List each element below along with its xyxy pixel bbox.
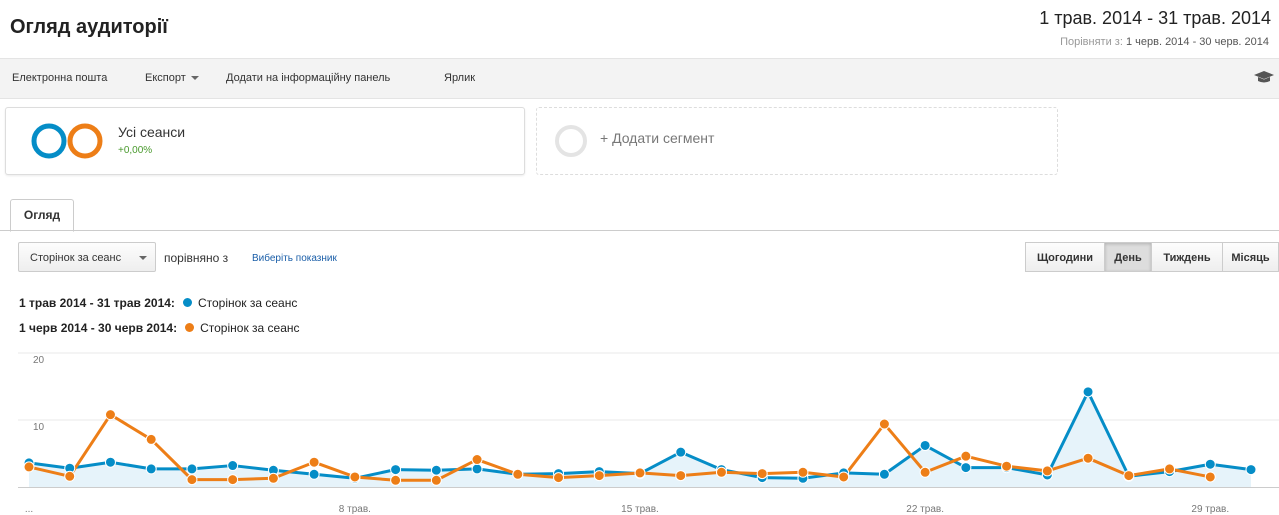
series-2-point xyxy=(430,474,442,486)
legend-dot-orange xyxy=(185,323,195,332)
legend-range-current: 1 трав 2014 - 31 трав 2014: xyxy=(19,296,175,310)
report-toolbar: Електронна пошта Експорт Додати на інфор… xyxy=(0,58,1279,99)
series-1-point xyxy=(675,446,687,458)
add-to-dashboard-button[interactable]: Додати на інформаційну панель xyxy=(226,72,391,84)
empty-segment-icon xyxy=(555,125,587,157)
series-1-point xyxy=(1204,458,1216,470)
series-1-point xyxy=(1082,386,1094,398)
series-2-point xyxy=(675,470,687,482)
segment-card-all-sessions[interactable] xyxy=(5,107,525,175)
series-2-point xyxy=(145,433,157,445)
export-label: Експорт xyxy=(145,72,186,84)
series-2-point xyxy=(1204,471,1216,483)
legend-metric-compare: Сторінок за сеанс xyxy=(200,321,300,335)
compare-with-label: порівняно з xyxy=(164,251,229,265)
series-2-point xyxy=(390,474,402,486)
series-1-point xyxy=(960,462,972,474)
x-tick-label: ... xyxy=(25,504,33,515)
granularity-month-button[interactable]: Місяць xyxy=(1222,242,1279,272)
series-1-point xyxy=(390,464,402,476)
series-2-point xyxy=(878,418,890,430)
series-1-point xyxy=(878,468,890,480)
series-2-point xyxy=(227,474,239,486)
legend-row-current: 1 трав 2014 - 31 трав 2014: Сторінок за с… xyxy=(19,296,297,310)
chevron-down-icon xyxy=(139,256,147,260)
compare-range-value: 1 черв. 2014 - 30 черв. 2014 xyxy=(1125,36,1269,48)
tab-overview[interactable]: Огляд xyxy=(10,199,74,232)
y-tick-label: 10 xyxy=(33,422,45,433)
granularity-day-button[interactable]: День xyxy=(1104,242,1152,272)
granularity-week-button[interactable]: Тиждень xyxy=(1151,242,1223,272)
series-1-point xyxy=(1245,464,1257,476)
export-button[interactable]: Експорт xyxy=(145,72,199,84)
series-2-point xyxy=(756,468,768,480)
x-tick-label: 29 трав. xyxy=(1191,504,1229,515)
series-2-point xyxy=(186,474,198,486)
line-chart: 20 10... 8 трав. 15 трав. 22 трав. 29 трав. xyxy=(18,352,1279,515)
legend-range-compare: 1 черв 2014 - 30 черв 2014: xyxy=(19,321,178,335)
series-1-point xyxy=(186,463,198,475)
tab-divider xyxy=(0,230,1279,231)
series-1-point xyxy=(430,464,442,476)
segment-rings-icon xyxy=(31,123,103,159)
series-2-point xyxy=(919,466,931,478)
series-2-point xyxy=(960,450,972,462)
metric-dropdown-value: Сторінок за сеанс xyxy=(30,252,122,264)
date-range-picker[interactable]: 1 трав. 2014 - 31 трав. 2014 xyxy=(1039,8,1271,28)
compare-range: Порівняти з: 1 черв. 2014 - 30 черв. 201… xyxy=(1060,36,1269,48)
series-1-point xyxy=(145,463,157,475)
shortcut-button[interactable]: Ярлик xyxy=(444,72,476,84)
series-2-point xyxy=(471,454,483,466)
series-2-point xyxy=(267,472,279,484)
email-button[interactable]: Електронна пошта xyxy=(12,72,108,84)
compare-label: Порівняти з: xyxy=(1060,36,1123,48)
series-2-point xyxy=(634,467,646,479)
series-2-point xyxy=(104,409,116,421)
y-tick-label: 20 xyxy=(33,355,45,366)
x-tick-label: 22 трав. xyxy=(906,504,944,515)
series-1-point xyxy=(104,456,116,468)
page-title: Огляд аудиторії xyxy=(10,16,168,38)
series-2-point xyxy=(1001,460,1013,472)
series-2-point xyxy=(349,471,361,483)
x-tick-label: 15 трав. xyxy=(621,504,659,515)
choose-metric-link[interactable]: Виберіть показник xyxy=(252,253,337,264)
legend-dot-blue xyxy=(182,298,192,307)
series-2-point xyxy=(64,470,76,482)
graduation-cap-icon[interactable] xyxy=(1253,70,1275,84)
series-2-point xyxy=(1164,463,1176,475)
add-segment-button[interactable]: + Додати сегмент xyxy=(600,130,715,146)
legend-row-compare: 1 черв 2014 - 30 черв 2014: Сторінок за с… xyxy=(19,321,300,335)
segment-title: Усі сеанси xyxy=(118,124,186,140)
series-2-point xyxy=(512,468,524,480)
metric-dropdown[interactable]: Сторінок за сеанс xyxy=(18,242,156,272)
segment-change: +0,00% xyxy=(118,145,153,156)
series-2-point xyxy=(1082,452,1094,464)
add-segment-card[interactable] xyxy=(536,107,1058,175)
granularity-hourly-button[interactable]: Щогодини xyxy=(1025,242,1105,272)
series-2-point xyxy=(1123,470,1135,482)
series-2-point xyxy=(593,470,605,482)
series-2-point xyxy=(797,466,809,478)
chevron-down-icon xyxy=(190,76,199,81)
series-1-point xyxy=(919,439,931,451)
series-line-2 xyxy=(28,413,1211,482)
series-2-point xyxy=(715,466,727,478)
series-2-point xyxy=(553,472,565,484)
series-1-point xyxy=(471,463,483,475)
series-1-point xyxy=(308,468,320,480)
series-2-point xyxy=(23,461,35,473)
series-2-point xyxy=(838,471,850,483)
series-1-point xyxy=(227,460,239,472)
legend-metric-current: Сторінок за сеанс xyxy=(197,296,298,310)
x-tick-label: 8 трав. xyxy=(339,504,371,515)
series-2-point xyxy=(1041,465,1053,477)
series-2-point xyxy=(308,456,320,468)
